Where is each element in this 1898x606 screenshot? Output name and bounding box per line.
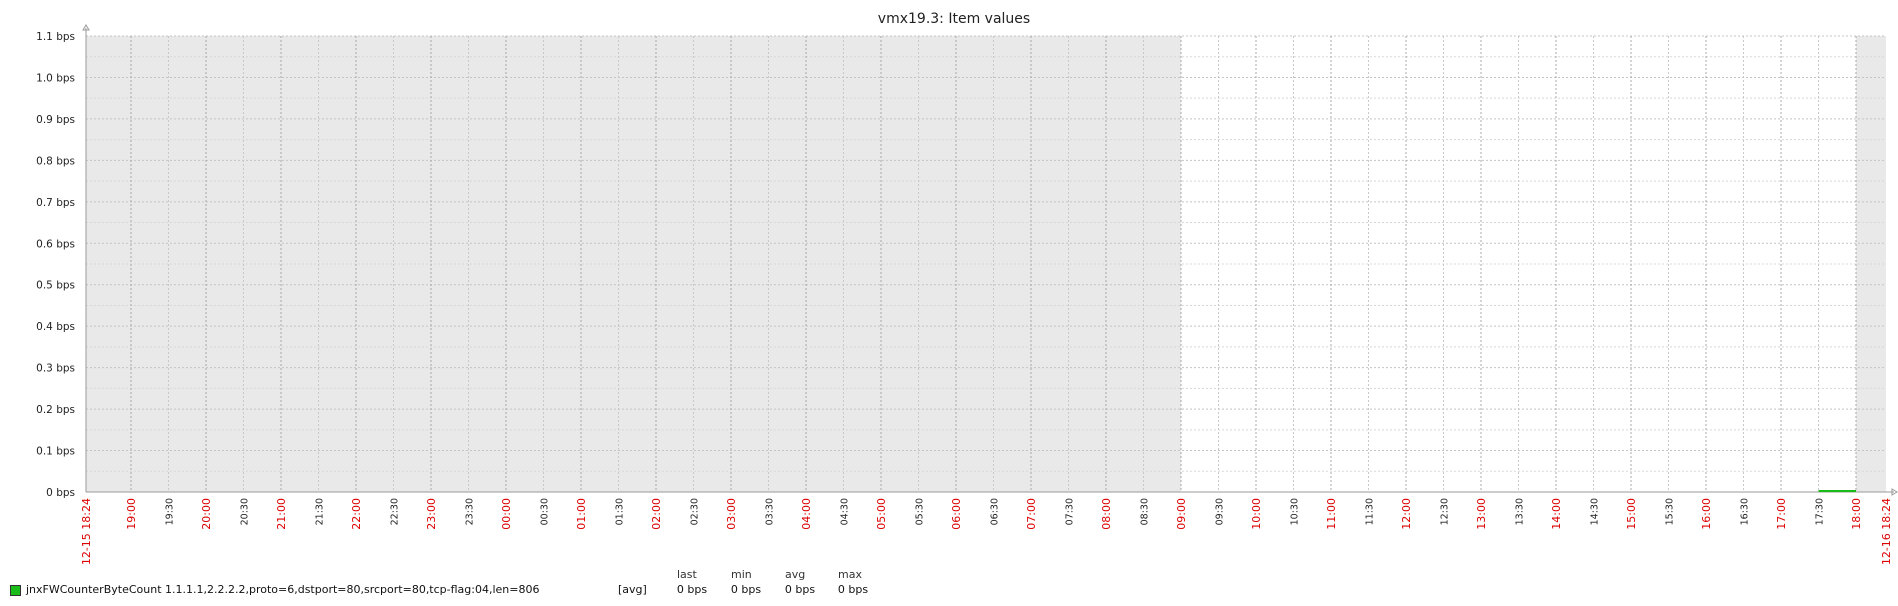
- x-tick-label: 09:00: [1175, 498, 1188, 530]
- x-tick-label: 15:00: [1625, 498, 1638, 530]
- x-tick-label: 21:00: [275, 498, 288, 530]
- legend-avg-value: 0 bps: [784, 583, 816, 596]
- x-tick-label: 12:00: [1400, 498, 1413, 530]
- x-tick-label: 03:30: [765, 498, 776, 525]
- grid: [86, 35, 1886, 492]
- x-tick-label: 04:00: [800, 498, 813, 530]
- x-tick-label: 13:30: [1515, 498, 1526, 525]
- y-tick-label: 0.3 bps: [36, 363, 75, 375]
- x-tick-label: 19:30: [165, 498, 176, 525]
- x-tick-label: 04:30: [840, 498, 851, 525]
- x-tick-label: 00:30: [540, 498, 551, 525]
- legend-header-last: last: [677, 568, 697, 581]
- legend-item: jnxFWCounterByteCount 1.1.1.1,2.2.2.2,pr…: [10, 583, 910, 599]
- x-tick-label: 22:00: [350, 498, 363, 530]
- y-tick-label: 0.6 bps: [36, 238, 75, 250]
- x-tick-label: 10:00: [1250, 498, 1263, 530]
- y-tick-label: 0 bps: [46, 487, 75, 499]
- x-tick-label: 05:30: [915, 498, 926, 525]
- legend-header-max: max: [838, 568, 862, 581]
- y-tick-label: 0.9 bps: [36, 114, 75, 126]
- legend-min-value: 0 bps: [730, 583, 762, 596]
- y-tick-label: 1.0 bps: [36, 72, 75, 84]
- x-tick-label: 01:00: [575, 498, 588, 530]
- chart-title: vmx19.3: Item values: [878, 11, 1030, 27]
- y-tick-label: 0.7 bps: [36, 197, 75, 209]
- x-tick-label: 08:00: [1100, 498, 1113, 530]
- y-tick-label: 0.4 bps: [36, 321, 75, 333]
- x-tick-label: 07:30: [1065, 498, 1076, 525]
- x-tick-label: 21:30: [315, 498, 326, 525]
- x-axis-labels: 19:00 19:30 20:00 20:30 21:00 21:30 22:00 22:30…: [80, 498, 1893, 565]
- y-tick-label: 1.1 bps: [36, 31, 75, 43]
- x-tick-label: 03:00: [725, 498, 738, 530]
- x-tick-label: 07:00: [1025, 498, 1038, 530]
- legend-header-avg: avg: [785, 568, 806, 581]
- x-tick-label: 22:30: [390, 498, 401, 525]
- x-tick-label: 19:00: [125, 498, 138, 530]
- x-tick-label: 11:00: [1325, 498, 1338, 530]
- x-tick-label: 14:00: [1550, 498, 1563, 530]
- legend: last min avg max jnxFWCounterByteCount 1…: [10, 568, 910, 602]
- x-tick-label: 02:30: [690, 498, 701, 525]
- x-tick-label: 18:00: [1850, 498, 1863, 530]
- x-tick-label: 16:30: [1740, 498, 1751, 525]
- legend-max-value: 0 bps: [837, 583, 869, 596]
- x-tick-label: 01:30: [615, 498, 626, 525]
- y-axis-arrow: [82, 24, 90, 31]
- x-tick-label: 09:30: [1215, 498, 1226, 525]
- x-tick-label: 12:30: [1440, 498, 1451, 525]
- x-tick-label: 10:30: [1290, 498, 1301, 525]
- y-tick-label: 0.1 bps: [36, 446, 75, 458]
- x-start-label: 12-15 18:24: [80, 498, 93, 565]
- x-tick-label: 15:30: [1665, 498, 1676, 525]
- x-tick-label: 05:00: [875, 498, 888, 530]
- legend-series-name: jnxFWCounterByteCount 1.1.1.1,2.2.2.2,pr…: [26, 583, 540, 596]
- x-tick-label: 00:00: [500, 498, 513, 530]
- y-axis-labels: 0 bps 0.1 bps 0.2 bps 0.3 bps 0.4 bps 0.5 bps…: [36, 31, 75, 499]
- x-axis-arrow: [1891, 488, 1898, 496]
- x-tick-label: 08:30: [1140, 498, 1151, 525]
- legend-function: [avg]: [618, 583, 647, 596]
- x-tick-label: 06:30: [990, 498, 1001, 525]
- x-tick-label: 06:00: [950, 498, 963, 530]
- axes: [82, 24, 1898, 496]
- x-tick-label: 13:00: [1475, 498, 1488, 530]
- x-end-label: 12-16 18:24: [1880, 498, 1893, 565]
- y-tick-label: 0.2 bps: [36, 404, 75, 416]
- x-tick-label: 14:30: [1590, 498, 1601, 525]
- legend-header-min: min: [731, 568, 752, 581]
- x-tick-label: 02:00: [650, 498, 663, 530]
- x-tick-label: 16:00: [1700, 498, 1713, 530]
- x-tick-label: 20:00: [200, 498, 213, 530]
- y-tick-label: 0.8 bps: [36, 155, 75, 167]
- x-tick-label: 20:30: [240, 498, 251, 525]
- legend-color-swatch: [10, 585, 21, 596]
- x-tick-label: 11:30: [1365, 498, 1376, 525]
- x-tick-label: 17:00: [1775, 498, 1788, 530]
- y-tick-label: 0.5 bps: [36, 280, 75, 292]
- x-tick-label: 17:30: [1815, 498, 1826, 525]
- x-tick-label: 23:30: [465, 498, 476, 525]
- x-tick-label: 23:00: [425, 498, 438, 530]
- legend-last-value: 0 bps: [676, 583, 708, 596]
